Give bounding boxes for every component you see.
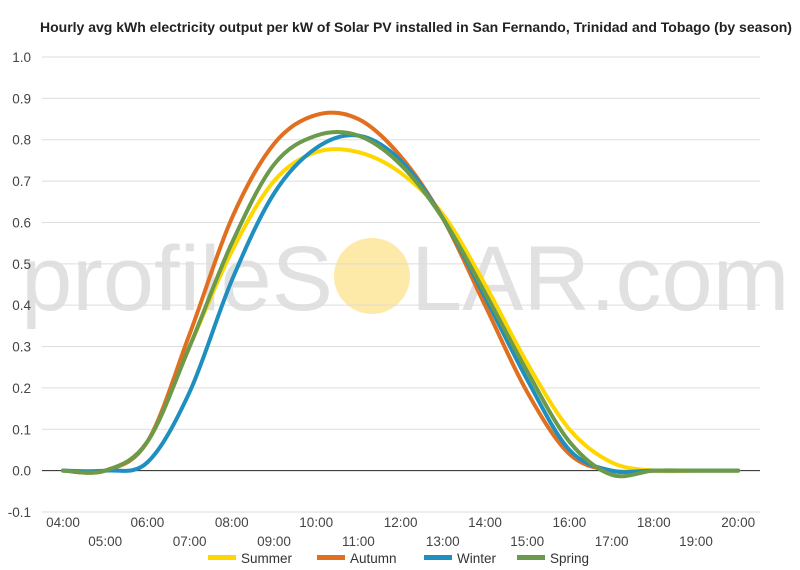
series-line-spring	[61, 129, 741, 479]
legend-swatch-autumn	[317, 555, 345, 560]
y-axis-ticks: -0.1 0.0 0.1 0.2 0.3 0.4 0.5 0.6 0.7 0.8 0.9 1.0	[8, 50, 32, 520]
legend-label-winter: Winter	[457, 551, 497, 566]
y-tick-label: 0.7	[12, 174, 31, 189]
legend-swatch-winter	[424, 555, 452, 560]
y-tick-label: 0.4	[12, 298, 31, 313]
watermark-text-left: profileS	[21, 228, 333, 330]
x-tick-label: 19:00	[679, 534, 713, 549]
watermark-sun-icon	[334, 238, 410, 314]
x-tick-label: 20:00	[721, 515, 755, 530]
watermark-text-right: LAR.com	[411, 228, 789, 330]
y-tick-label: 0.9	[12, 91, 31, 106]
y-tick-label: 0.2	[12, 381, 31, 396]
x-tick-label: 07:00	[173, 534, 207, 549]
y-tick-label: 0.5	[12, 257, 31, 272]
legend-label-summer: Summer	[241, 551, 293, 566]
series-lines	[61, 110, 741, 479]
x-tick-label: 05:00	[88, 534, 122, 549]
x-tick-label: 14:00	[468, 515, 502, 530]
x-tick-label: 16:00	[553, 515, 587, 530]
x-tick-label: 06:00	[131, 515, 165, 530]
x-tick-label: 17:00	[595, 534, 629, 549]
legend-label-spring: Spring	[550, 551, 589, 566]
y-tick-label: 1.0	[12, 50, 31, 65]
x-axis-ticks: 04:00 05:00 06:00 07:00 08:00 09:00 10:00 11:00…	[46, 515, 755, 549]
legend-swatch-summer	[208, 555, 236, 560]
y-tick-label: 0.3	[12, 340, 31, 355]
watermark: profileS LAR.com	[21, 228, 789, 330]
legend-label-autumn: Autumn	[350, 551, 397, 566]
x-tick-label: 15:00	[510, 534, 544, 549]
gridlines	[42, 56, 760, 513]
x-tick-label: 09:00	[257, 534, 291, 549]
legend: Summer Autumn Winter Spring	[208, 551, 589, 566]
x-tick-label: 08:00	[215, 515, 249, 530]
x-tick-label: 11:00	[342, 534, 375, 549]
y-tick-label: -0.1	[8, 505, 31, 520]
x-tick-label: 12:00	[384, 515, 418, 530]
y-tick-label: 0.1	[12, 422, 31, 437]
chart-title: Hourly avg kWh electricity output per kW…	[40, 19, 792, 35]
x-tick-label: 13:00	[426, 534, 460, 549]
y-tick-label: 0.8	[12, 133, 31, 148]
x-tick-label: 10:00	[299, 515, 333, 530]
x-tick-label: 18:00	[637, 515, 671, 530]
y-tick-label: 0.0	[12, 464, 31, 479]
legend-swatch-spring	[517, 555, 545, 560]
y-tick-label: 0.6	[12, 215, 31, 230]
x-tick-label: 04:00	[46, 515, 80, 530]
series-line-winter	[61, 133, 741, 475]
